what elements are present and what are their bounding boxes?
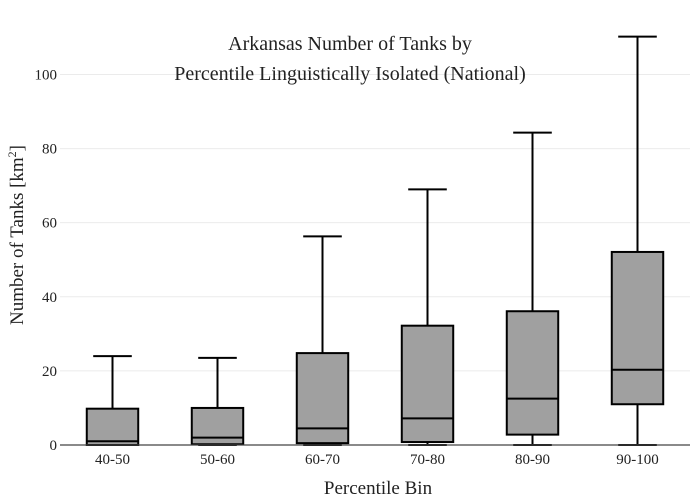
chart-title-line-2: Percentile Linguistically Isolated (Nati… [174,63,526,85]
box-iqr [505,310,560,436]
x-tick-label: 60-70 [305,452,340,468]
box-iqr [295,352,350,445]
y-tick-label: 0 [50,438,58,454]
x-axis-label: Percentile Bin [324,478,433,499]
grid-layer [60,73,690,372]
y-tick-label: 60 [42,216,57,232]
y-axis-label-main: Number of Tanks [km [7,157,28,325]
box-80-90 [505,131,560,446]
box-90-100 [610,35,665,446]
box-iqr [190,406,245,446]
y-tick-label: 100 [35,67,58,83]
y-axis-label: Number of Tanks [km2] [5,145,28,325]
box-iqr [610,250,665,406]
y-tick-label: 20 [42,364,57,380]
box-iqr [85,407,140,446]
box-iqr [400,324,455,444]
chart-title-line-1: Arkansas Number of Tanks by [228,33,472,55]
y-tick-label: 80 [42,142,57,158]
box-40-50 [85,355,140,446]
x-tick-label: 90-100 [616,452,659,468]
x-tick-label: 40-50 [95,452,130,468]
y-axis-label-superscript: 2 [5,151,19,157]
y-tick-label: 40 [42,290,57,306]
x-tick-label: 80-90 [515,452,550,468]
x-tick-label: 50-60 [200,452,235,468]
x-tick-label: 70-80 [410,452,445,468]
box-layer [85,35,665,446]
y-axis-label-end: ] [7,145,28,151]
box-60-70 [295,235,350,446]
axis-layer: 0 20 40 60 80 100 40-50 50-60 60-70 70-80 80-90 90-… [35,67,690,468]
box-70-80 [400,188,455,446]
